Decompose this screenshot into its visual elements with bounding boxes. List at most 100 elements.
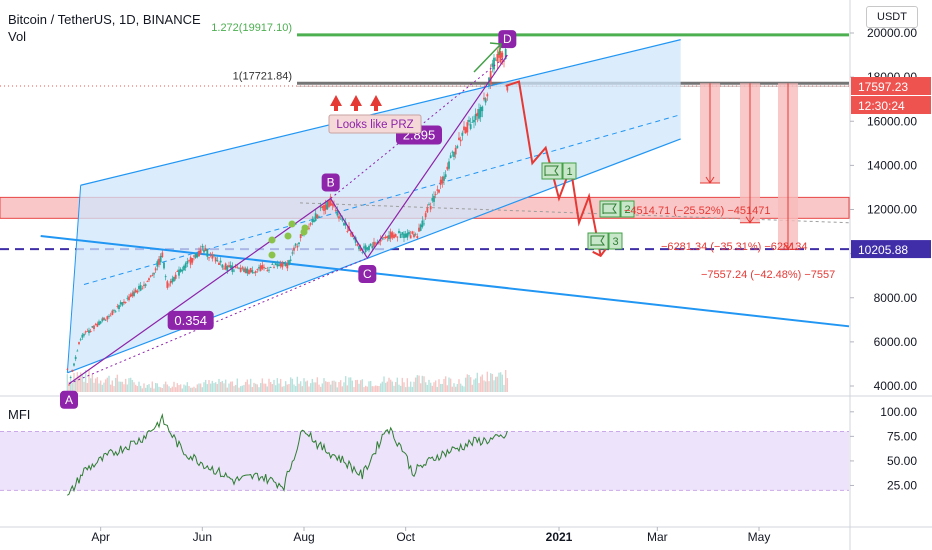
volume-bar: [179, 384, 182, 392]
symbol-title[interactable]: Bitcoin / TetherUS, 1D, BINANCE: [8, 12, 201, 27]
candle-body: [151, 274, 154, 276]
candle-body: [174, 274, 177, 279]
volume-bar: [126, 384, 129, 392]
mfi-band: [0, 431, 849, 491]
volume-bar: [194, 388, 197, 392]
candle-body: [406, 232, 409, 238]
volume-bar: [66, 374, 69, 392]
candle-body: [164, 276, 167, 278]
volume-bar: [246, 379, 249, 392]
volume-bar: [169, 388, 172, 392]
price-tick-label-1: 4000.00: [874, 379, 918, 393]
volume-bar: [434, 380, 437, 392]
volume-bar: [301, 386, 304, 392]
volume-bar: [396, 377, 399, 392]
candle-body: [349, 233, 352, 235]
pattern-point-c-badge: [358, 265, 377, 284]
measure-text-3: −7557.24 (−42.48%) −7557: [701, 269, 835, 281]
volume-bar: [384, 382, 387, 392]
candle-body: [189, 257, 192, 265]
volume-bar: [303, 378, 305, 392]
flag-icon: [544, 165, 559, 176]
volume-bar: [361, 379, 364, 392]
volume-bar: [474, 378, 477, 392]
candle-body: [331, 203, 334, 206]
volume-bar: [353, 387, 355, 392]
candle-body: [239, 268, 242, 272]
candle-body: [276, 264, 279, 267]
target-number-box-2: [620, 200, 635, 218]
volume-bar: [336, 387, 339, 392]
candle-body: [459, 139, 462, 142]
candle-body: [468, 119, 470, 122]
candle-body: [439, 179, 442, 185]
volume-bar: [349, 377, 352, 392]
volume-bar: [269, 382, 272, 392]
bearish-projection-head: [592, 247, 608, 258]
ratio-label-1: 0.354: [174, 313, 207, 328]
countdown-label-bg: [851, 96, 931, 115]
volume-bar: [283, 386, 285, 392]
candle-body: [486, 94, 489, 97]
candle-body: [94, 324, 97, 325]
volume-bar: [74, 378, 77, 392]
mfi-label[interactable]: MFI: [8, 407, 31, 422]
candle-body: [293, 247, 295, 251]
volume-bar: [159, 387, 162, 392]
volume-bar: [174, 387, 177, 392]
volume-bar: [224, 379, 227, 392]
candle-body: [333, 204, 335, 207]
volume-bar: [481, 374, 484, 392]
volume-bar: [86, 383, 89, 392]
volume-label[interactable]: Vol: [8, 29, 27, 44]
volume-bar: [78, 375, 80, 392]
volume-bar: [94, 378, 97, 392]
volume-bar: [149, 387, 152, 392]
candle-body: [123, 301, 125, 304]
candle-body: [93, 325, 95, 330]
price-tick-label-6: 14000.00: [867, 158, 917, 172]
volume-bar: [486, 371, 489, 392]
candle-body: [74, 356, 77, 360]
candle-body: [336, 209, 339, 216]
volume-bar: [503, 384, 505, 392]
volume-bar: [286, 384, 289, 392]
volume-bar: [306, 380, 309, 392]
volume-bar: [201, 387, 204, 392]
volume-bar: [271, 384, 274, 392]
volume-bar: [134, 384, 137, 392]
volume-bar: [419, 383, 422, 392]
candle-body: [78, 342, 80, 344]
volume-bar: [318, 384, 320, 392]
candle-body: [288, 260, 290, 265]
volume-bar: [344, 376, 347, 392]
currency-button[interactable]: USDT: [866, 6, 918, 28]
volume-bar: [278, 383, 280, 392]
candle-body: [261, 265, 264, 269]
candle-body: [421, 220, 424, 228]
target-number-3: 3: [612, 236, 618, 248]
volume-bar: [406, 378, 409, 392]
volume-bar: [228, 383, 230, 392]
candle-body: [196, 254, 199, 258]
candle-body: [418, 227, 420, 232]
candle-body: [134, 289, 137, 293]
countdown-label: 12:30:24: [858, 99, 905, 113]
candle-body: [214, 257, 217, 262]
volume-bar: [496, 376, 499, 392]
candle-body: [236, 267, 239, 269]
volume-bar: [308, 386, 310, 392]
candle-body: [444, 174, 447, 178]
volume-bar: [351, 380, 354, 392]
candle-body: [436, 189, 439, 191]
mfi-tick-label-3: 75.00: [887, 429, 917, 443]
volume-bar: [458, 379, 460, 392]
candle-body: [318, 216, 320, 218]
candle-body: [496, 53, 499, 62]
volume-bar: [249, 378, 252, 392]
candle-body: [234, 266, 237, 268]
channel-upper-line: [80, 39, 681, 186]
candle-body: [273, 266, 275, 268]
candle-body: [399, 234, 402, 238]
